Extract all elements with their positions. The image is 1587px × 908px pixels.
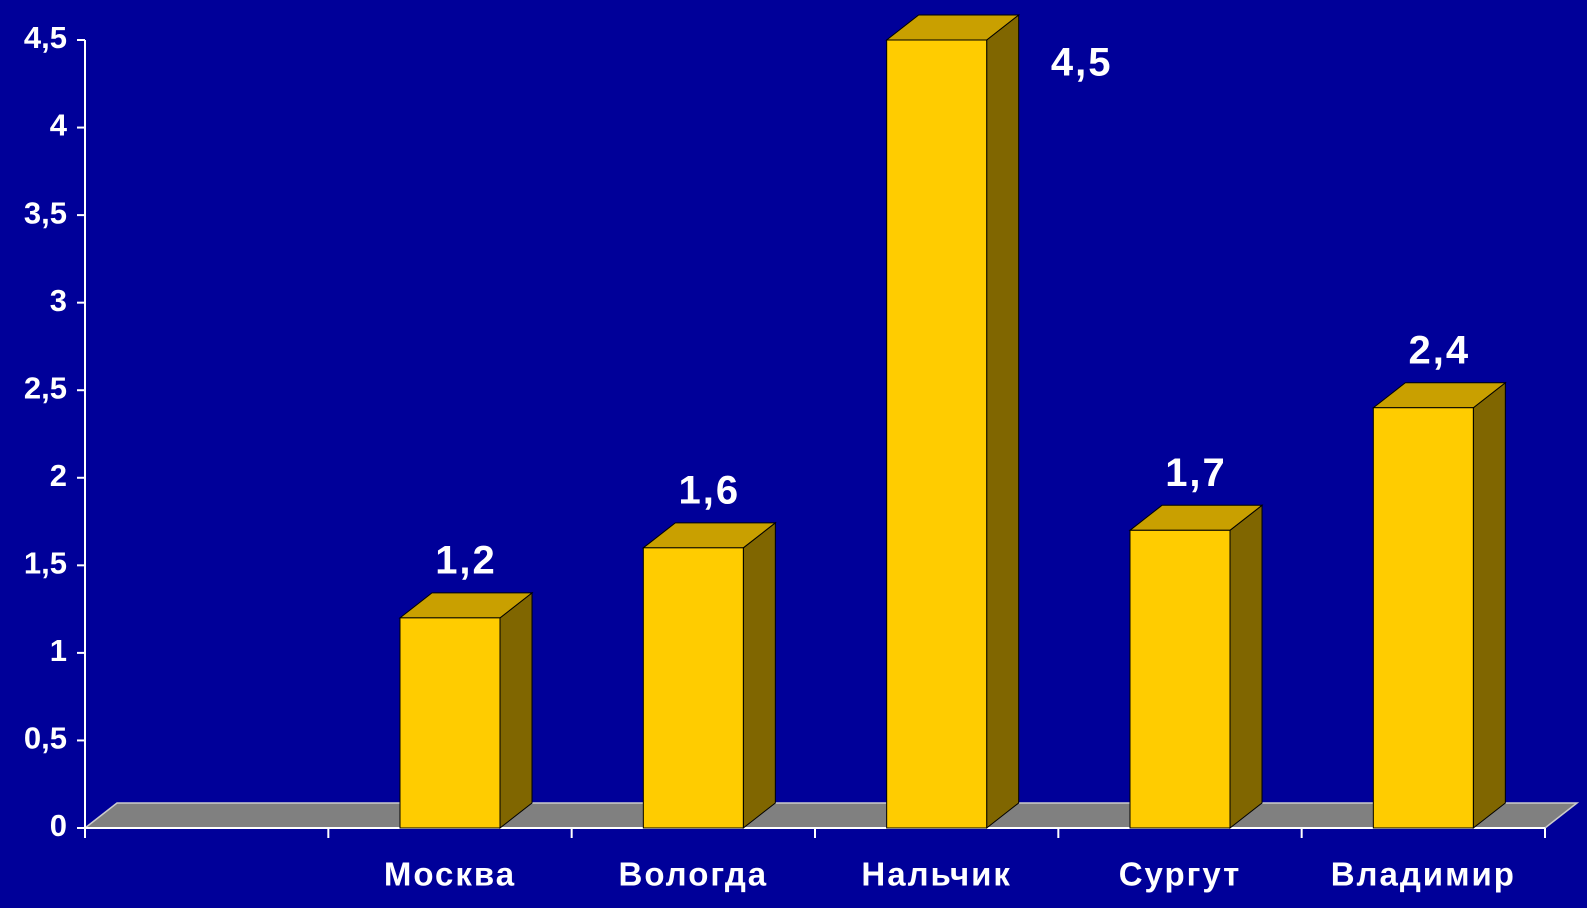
value-label: 2,4	[1409, 328, 1471, 372]
bar	[1372, 407, 1474, 829]
y-tick-label: 1,5	[24, 546, 67, 581]
value-label: 1,2	[435, 538, 497, 582]
y-tick-label: 0,5	[24, 721, 67, 756]
x-tick-label: Москва	[384, 856, 516, 893]
y-tick-label: 2	[50, 458, 67, 493]
bar-side	[986, 13, 1020, 830]
y-tick-label: 3,5	[24, 195, 67, 230]
y-tick-label: 2,5	[24, 370, 67, 405]
y-tick-label: 3	[50, 283, 67, 318]
y-tick-label: 0	[50, 808, 67, 843]
x-tick-label: Владимир	[1331, 856, 1516, 893]
bar	[1129, 529, 1231, 829]
y-tick-label: 4,5	[24, 20, 67, 55]
floor	[82, 802, 1580, 829]
x-tick-label: Сургут	[1119, 856, 1242, 893]
value-label: 4,5	[1051, 41, 1113, 85]
value-label: 1,6	[679, 468, 741, 512]
x-tick-label: Вологда	[619, 856, 769, 893]
x-tick-label: Нальчик	[861, 856, 1012, 893]
bar	[886, 39, 988, 829]
bar	[399, 617, 501, 829]
bar-side	[742, 521, 776, 830]
bar-side	[1229, 504, 1263, 830]
bar-side	[1472, 381, 1506, 830]
value-label: 1,7	[1165, 451, 1227, 495]
y-tick-label: 4	[50, 108, 68, 143]
bar-side	[499, 591, 533, 830]
y-tick-label: 1	[50, 633, 67, 668]
bar	[642, 547, 744, 829]
